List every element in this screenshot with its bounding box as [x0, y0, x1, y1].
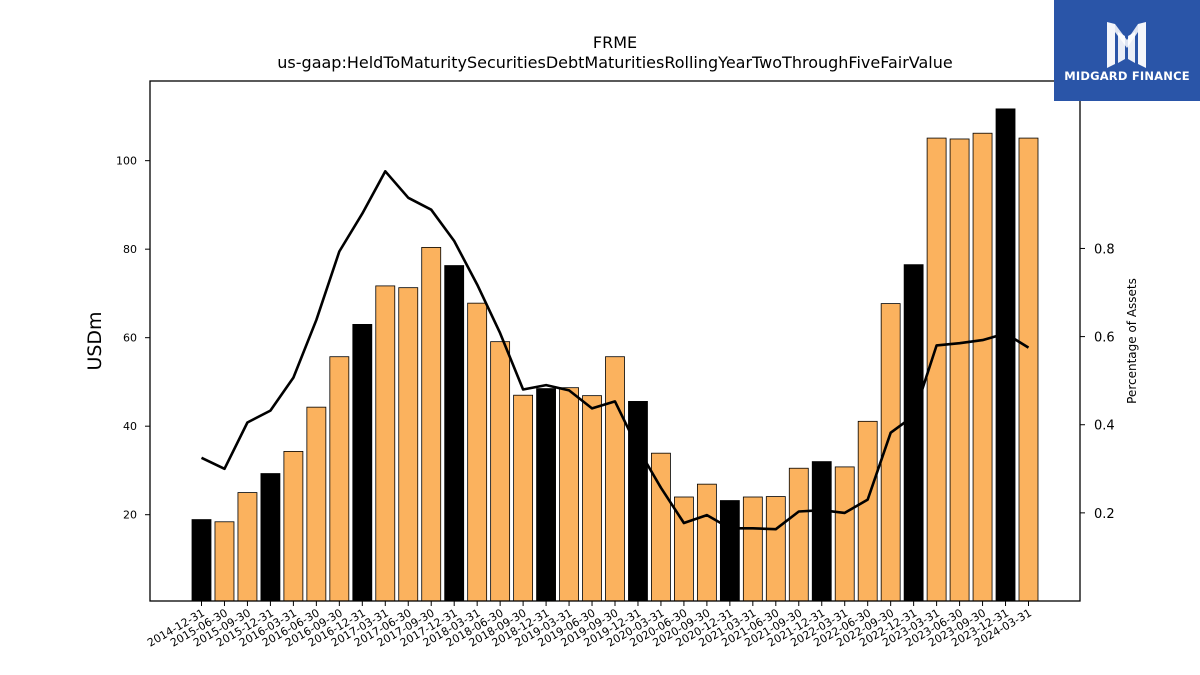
bar	[329, 356, 350, 602]
y2-tick-label: 0.4	[1094, 419, 1115, 434]
bar	[352, 324, 373, 602]
bar	[742, 496, 763, 602]
x-axis: 2014-12-312015-06-302015-09-302015-12-31…	[145, 601, 1034, 650]
bar	[421, 246, 442, 602]
chart-title: FRME	[593, 33, 637, 52]
bar	[260, 473, 281, 602]
brand-name: MIDGARD FINANCE	[1064, 69, 1190, 83]
y-tick-label: 40	[123, 420, 137, 433]
bar	[719, 500, 740, 602]
y-tick-label: 100	[116, 155, 137, 168]
midgard-logo-icon	[1107, 22, 1146, 68]
bar	[628, 401, 648, 602]
bar	[696, 483, 717, 602]
bar	[765, 496, 786, 602]
bar	[972, 132, 993, 602]
y-tick-label: 20	[123, 509, 137, 522]
bar	[834, 466, 855, 602]
bar	[306, 406, 327, 602]
y-axis-left: 20 40 60 80 100	[116, 155, 150, 522]
percentage-line	[200, 170, 1030, 531]
percentage-line-path	[200, 170, 1030, 531]
bar	[513, 394, 534, 602]
y2-axis-label: Percentage of Assets	[1125, 278, 1139, 404]
bar	[490, 341, 511, 602]
y2-tick-label: 0.6	[1094, 331, 1115, 346]
y-tick-label: 60	[123, 332, 137, 345]
y2-tick-label: 0.2	[1094, 507, 1115, 522]
bar	[903, 264, 924, 602]
bar	[237, 492, 258, 602]
y-axis-right: 0.2 0.4 0.6 0.8	[1080, 242, 1115, 522]
bar	[214, 521, 235, 602]
bar	[283, 451, 304, 602]
bars	[191, 108, 1039, 602]
bar	[857, 420, 878, 602]
brand-logo: MIDGARD FINANCE	[1054, 0, 1200, 101]
y2-tick-label: 0.8	[1094, 242, 1115, 257]
bar	[582, 395, 602, 602]
bar	[995, 108, 1016, 602]
bar	[559, 387, 579, 602]
bar	[605, 356, 625, 602]
y-tick-label: 80	[123, 243, 137, 256]
y-axis-label: USDm	[84, 311, 106, 370]
bar	[467, 302, 488, 602]
chart-subtitle: us-gaap:HeldToMaturitySecuritiesDebtMatu…	[277, 53, 952, 72]
bar	[1018, 137, 1039, 602]
bar	[788, 467, 809, 602]
bar	[191, 519, 212, 602]
bar	[811, 461, 832, 602]
bar	[949, 138, 970, 602]
bar	[444, 265, 465, 602]
bar	[398, 287, 419, 602]
bar	[536, 388, 556, 602]
bar	[375, 285, 396, 602]
